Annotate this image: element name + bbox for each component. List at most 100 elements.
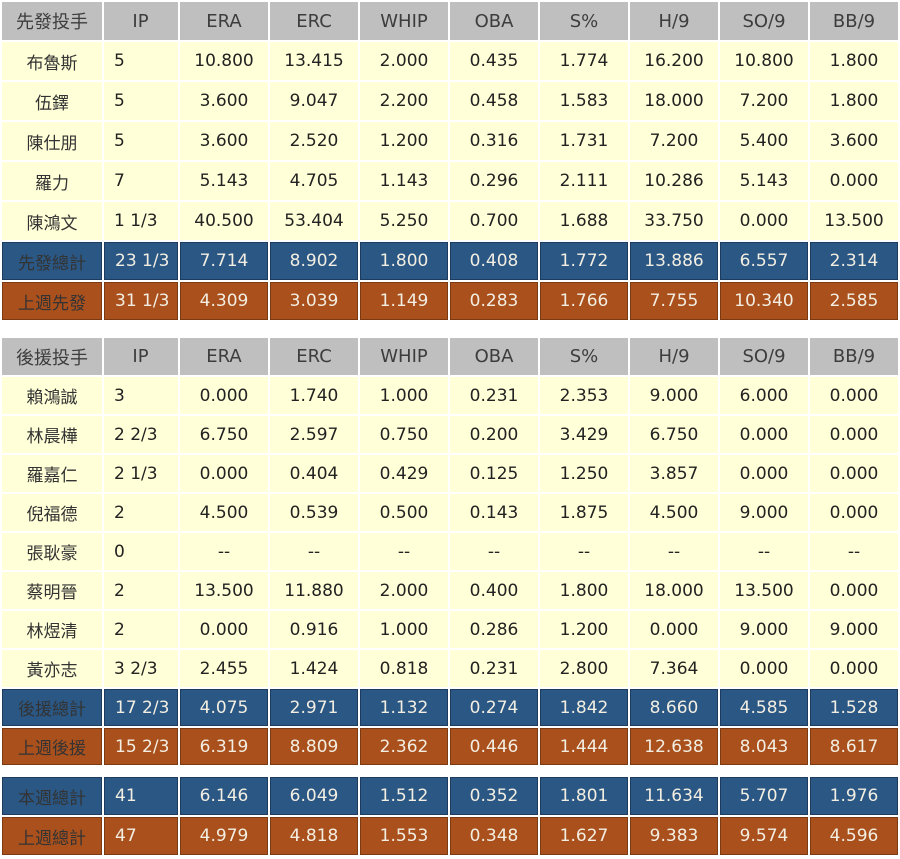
pitcher-row: 黃亦志 3 2/3 2.455 1.424 0.818 0.231 2.800 7.364 0.… — [2, 650, 898, 687]
stat-cell: 6.319 — [180, 728, 268, 765]
stat-cell: 11.880 — [270, 572, 358, 609]
stat-cell: 8.660 — [630, 689, 718, 726]
stat-cell: 0.000 — [810, 650, 898, 687]
stat-cell: 1.583 — [540, 82, 628, 120]
stat-cell: 0.296 — [450, 162, 538, 200]
stat-cell: 1.528 — [810, 689, 898, 726]
relievers-table-body: 賴鴻誠 3 0.000 1.740 1.000 0.231 2.353 9.000 6.000 0… — [2, 377, 898, 765]
stat-cell: 1.444 — [540, 728, 628, 765]
stat-cell: 0.446 — [450, 728, 538, 765]
stat-cell: 2.000 — [360, 42, 448, 80]
relievers-table-header: 後援投手 IP ERA ERC WHIP OBA S% H/9 SO/9 BB/9 — [2, 338, 898, 375]
stat-cell: 0.000 — [180, 377, 268, 414]
stat-cell: 3 — [104, 377, 178, 414]
relievers-table: 後援投手 IP ERA ERC WHIP OBA S% H/9 SO/9 BB/9 賴鴻誠 3 0.0… — [0, 336, 900, 767]
stat-cell: 0.143 — [450, 494, 538, 531]
stat-cell: 0.700 — [450, 202, 538, 240]
stat-cell: 3.429 — [540, 416, 628, 453]
stat-cell: 0.316 — [450, 122, 538, 160]
stat-cell: 0.000 — [720, 650, 808, 687]
stat-cell: 2 — [104, 572, 178, 609]
stat-cell: 1.627 — [540, 817, 628, 855]
stat-cell: 1.132 — [360, 689, 448, 726]
pitcher-row: 羅嘉仁 2 1/3 0.000 0.404 0.429 0.125 1.250 3.857 0.… — [2, 455, 898, 492]
stat-cell: 8.809 — [270, 728, 358, 765]
stat-cell: 4.596 — [810, 817, 898, 855]
stat-cell: 9.000 — [720, 611, 808, 648]
stat-cell: 0.539 — [270, 494, 358, 531]
stat-cell: 0.916 — [270, 611, 358, 648]
stat-cell: 0.000 — [720, 202, 808, 240]
pitcher-row: 伍鐸 5 3.600 9.047 2.200 0.458 1.583 18.000 7.200 1… — [2, 82, 898, 120]
stat-cell: 5 — [104, 82, 178, 120]
stat-cell: 0.000 — [810, 455, 898, 492]
stat-cell: 4.500 — [630, 494, 718, 531]
column-header: OBA — [450, 2, 538, 40]
stat-cell: 0.408 — [450, 242, 538, 280]
stat-cell: 10.340 — [720, 282, 808, 320]
stat-cell: -- — [270, 533, 358, 570]
stat-cell: 3.039 — [270, 282, 358, 320]
stat-cell: 4.705 — [270, 162, 358, 200]
pitcher-row: 張耿豪 0 -- -- -- -- -- -- -- -- — [2, 533, 898, 570]
column-header: ERA — [180, 338, 268, 375]
pitcher-name-label: 蔡明晉 — [2, 572, 102, 609]
stat-cell: 2.585 — [810, 282, 898, 320]
stat-cell: 10.800 — [720, 42, 808, 80]
stat-cell: 1.976 — [810, 777, 898, 815]
stat-cell: 0.352 — [450, 777, 538, 815]
stat-cell: 1.553 — [360, 817, 448, 855]
stat-cell: 7.755 — [630, 282, 718, 320]
total-row-label: 先發總計 — [2, 242, 102, 280]
stat-cell: 1.842 — [540, 689, 628, 726]
pitcher-name-label: 布魯斯 — [2, 42, 102, 80]
stat-cell: 13.415 — [270, 42, 358, 80]
pitcher-row: 陳鴻文 1 1/3 40.500 53.404 5.250 0.700 1.688 33.75… — [2, 202, 898, 240]
pitcher-name-label: 羅力 — [2, 162, 102, 200]
stat-cell: 0.400 — [450, 572, 538, 609]
stat-cell: 4.585 — [720, 689, 808, 726]
stat-cell: 9.000 — [720, 494, 808, 531]
stat-cell: 1.740 — [270, 377, 358, 414]
stat-cell: 4.979 — [180, 817, 268, 855]
column-header: WHIP — [360, 2, 448, 40]
stat-cell: 0.231 — [450, 650, 538, 687]
stat-cell: 23 1/3 — [104, 242, 178, 280]
starters-table-body: 布魯斯 5 10.800 13.415 2.000 0.435 1.774 16.200 10.… — [2, 42, 898, 320]
weekly-total-table: 本週總計 41 6.146 6.049 1.512 0.352 1.801 11.634 5.7… — [0, 775, 900, 857]
stat-cell: 0.458 — [450, 82, 538, 120]
total-row: 本週總計 41 6.146 6.049 1.512 0.352 1.801 11.634 5.7… — [2, 777, 898, 815]
pitcher-name-label: 張耿豪 — [2, 533, 102, 570]
stat-cell: -- — [540, 533, 628, 570]
last-week-row-label: 上週後援 — [2, 728, 102, 765]
pitcher-name-label: 林晨樺 — [2, 416, 102, 453]
last-week-row-label: 上週先發 — [2, 282, 102, 320]
stat-cell: 5 — [104, 42, 178, 80]
pitcher-name-label: 伍鐸 — [2, 82, 102, 120]
stat-cell: 0.000 — [810, 162, 898, 200]
stat-cell: 9.574 — [720, 817, 808, 855]
stat-cell: 3.600 — [810, 122, 898, 160]
stat-cell: 1.200 — [540, 611, 628, 648]
stat-cell: 1.772 — [540, 242, 628, 280]
stat-cell: 7.714 — [180, 242, 268, 280]
weekly-total-table-body: 本週總計 41 6.146 6.049 1.512 0.352 1.801 11.634 5.7… — [2, 777, 898, 855]
stat-cell: 13.500 — [720, 572, 808, 609]
stat-cell: 5.400 — [720, 122, 808, 160]
stat-cell: 18.000 — [630, 572, 718, 609]
stat-cell: 7 — [104, 162, 178, 200]
stat-cell: 4.500 — [180, 494, 268, 531]
column-header: ERC — [270, 338, 358, 375]
stat-cell: 1.149 — [360, 282, 448, 320]
stat-cell: 0.818 — [360, 650, 448, 687]
stat-cell: 1.688 — [540, 202, 628, 240]
pitcher-row: 蔡明晉 2 13.500 11.880 2.000 0.400 1.800 18.000 13.… — [2, 572, 898, 609]
stat-cell: 0.348 — [450, 817, 538, 855]
table-title: 先發投手 — [2, 2, 102, 40]
stat-cell: 1.000 — [360, 611, 448, 648]
column-header: S% — [540, 338, 628, 375]
stat-cell: 0.404 — [270, 455, 358, 492]
stat-cell: 2.971 — [270, 689, 358, 726]
stat-cell: 1.200 — [360, 122, 448, 160]
stat-cell: 5.143 — [720, 162, 808, 200]
